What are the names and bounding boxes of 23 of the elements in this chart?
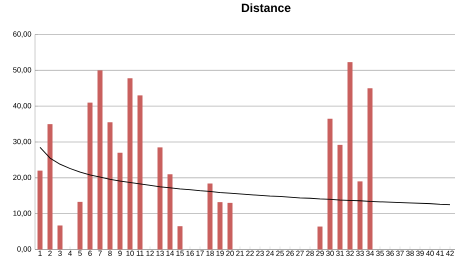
bar	[98, 70, 103, 250]
bar	[88, 102, 93, 250]
bar	[228, 202, 233, 250]
bar	[168, 174, 173, 250]
bar	[338, 144, 343, 250]
chart-title: Distance	[242, 3, 291, 12]
bar	[328, 118, 333, 250]
bar	[158, 147, 163, 250]
bar	[368, 88, 372, 250]
bar	[318, 226, 323, 250]
bar	[348, 62, 353, 250]
bar	[128, 78, 133, 250]
bar	[108, 122, 113, 250]
bar	[208, 183, 213, 250]
bar	[58, 225, 63, 250]
bar	[118, 152, 123, 250]
bar	[78, 202, 83, 250]
bar	[138, 95, 143, 250]
bar	[358, 181, 362, 250]
bar	[178, 226, 183, 250]
bar	[38, 170, 43, 250]
bar	[48, 124, 53, 250]
bar	[218, 202, 223, 250]
